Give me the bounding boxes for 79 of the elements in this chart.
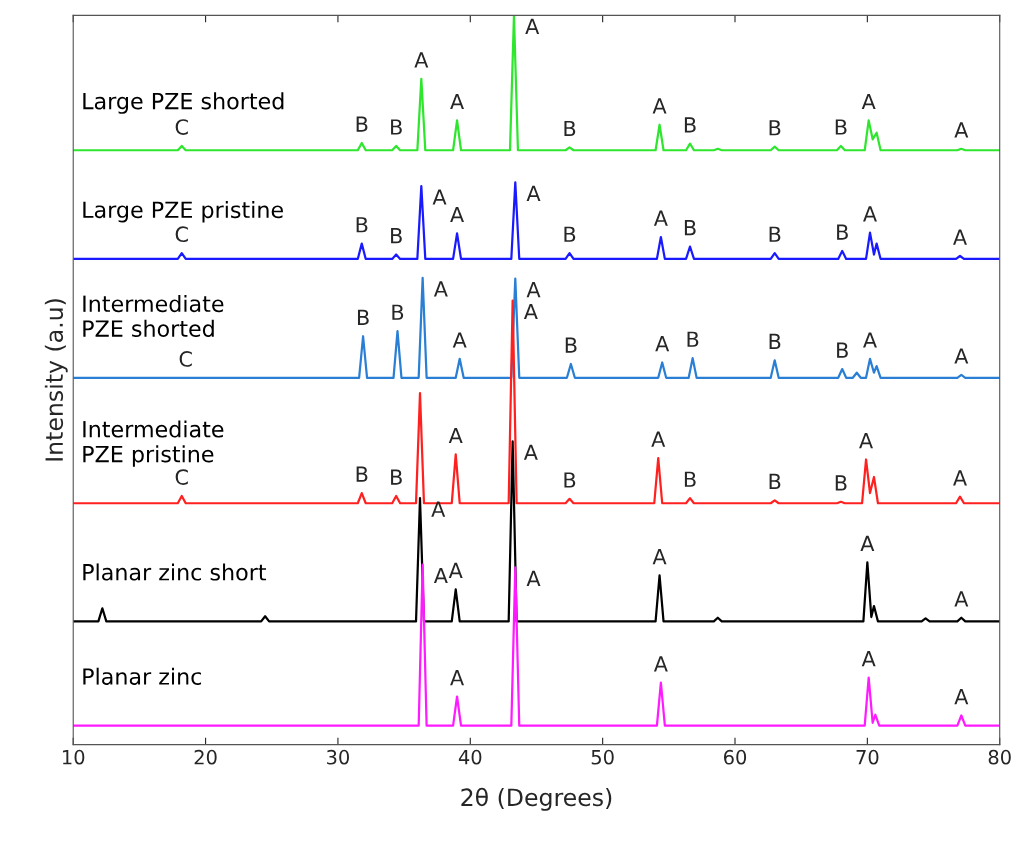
x-tick-label: 20 (194, 749, 217, 765)
annotation: A (861, 651, 876, 667)
annotation: A (450, 206, 465, 223)
annotation: A (954, 122, 969, 138)
series-label: Planar zinc short (83, 563, 267, 581)
annotation: A (433, 567, 448, 584)
annotation: A (953, 229, 967, 245)
annotation: A (954, 348, 969, 364)
annotation: B (684, 471, 696, 487)
annotation: A (861, 93, 876, 110)
annotation: B (392, 304, 404, 320)
y-axis-title: Intensity (a.u) (44, 299, 68, 461)
annotation: B (564, 472, 576, 488)
annotation: B (769, 333, 781, 350)
annotation: A (653, 656, 668, 672)
annotation: B (565, 337, 577, 353)
series-label: Large PZE shorted (83, 92, 284, 114)
annotation: B (356, 466, 368, 482)
annotation: B (684, 220, 696, 236)
annotation: B (357, 309, 369, 325)
annotation: A (863, 206, 877, 222)
annotation: B (356, 116, 368, 132)
annotation: A (525, 18, 540, 34)
annotation: A (526, 570, 541, 587)
annotation: C (175, 119, 188, 135)
annotation: C (175, 226, 188, 243)
annotation: A (431, 501, 446, 517)
annotation: C (175, 469, 188, 485)
annotation: A (450, 93, 465, 110)
annotation: A (523, 444, 538, 460)
series-label: Intermediate PZE shorted (83, 294, 224, 338)
x-tick-label: 50 (591, 749, 614, 765)
x-tick-label: 70 (856, 749, 879, 765)
series-label: Large PZE pristine (83, 200, 283, 223)
annotation: A (953, 470, 967, 486)
annotation: B (835, 119, 847, 135)
annotation: A (526, 185, 541, 201)
annotation: B (391, 469, 402, 485)
annotation: A (860, 535, 875, 552)
annotation: A (655, 336, 670, 352)
annotation: A (652, 98, 667, 114)
annotation: B (837, 224, 848, 240)
annotation: B (391, 119, 402, 135)
annotation: A (450, 670, 465, 686)
annotation: A (414, 52, 429, 68)
annotation: B (837, 342, 848, 358)
annotation: B (684, 117, 696, 133)
annotation: B (564, 120, 576, 137)
annotation: A (652, 548, 667, 565)
annotation: A (448, 562, 463, 579)
annotation: A (651, 431, 666, 447)
annotation: A (954, 591, 969, 607)
annotation: A (448, 427, 463, 444)
annotation: B (769, 226, 781, 242)
x-axis-title: 2θ (Degrees) (461, 787, 612, 811)
annotation: A (863, 332, 877, 348)
annotation: A (526, 282, 541, 298)
annotation: C (179, 351, 192, 367)
x-tick-label: 80 (988, 749, 1011, 765)
x-tick-label: 40 (458, 749, 482, 765)
x-tick-label: 60 (723, 749, 747, 765)
annotation: A (432, 189, 447, 205)
annotation: A (653, 210, 668, 226)
x-tick-label: 10 (62, 749, 85, 765)
annotation: B (769, 120, 781, 136)
annotation: B (687, 331, 699, 347)
series-label: Planar zinc (83, 667, 202, 685)
annotation: A (452, 332, 467, 348)
annotation: B (835, 475, 847, 491)
series-label: Intermediate PZE pristine (83, 420, 224, 467)
annotation: A (954, 689, 969, 705)
annotation: A (433, 281, 448, 297)
annotation: A (859, 433, 873, 449)
annotation: B (391, 228, 402, 244)
annotation: B (769, 473, 781, 490)
annotation: B (564, 226, 576, 242)
annotation: A (523, 303, 538, 320)
annotation: B (356, 217, 368, 233)
x-tick-label: 30 (327, 749, 350, 765)
